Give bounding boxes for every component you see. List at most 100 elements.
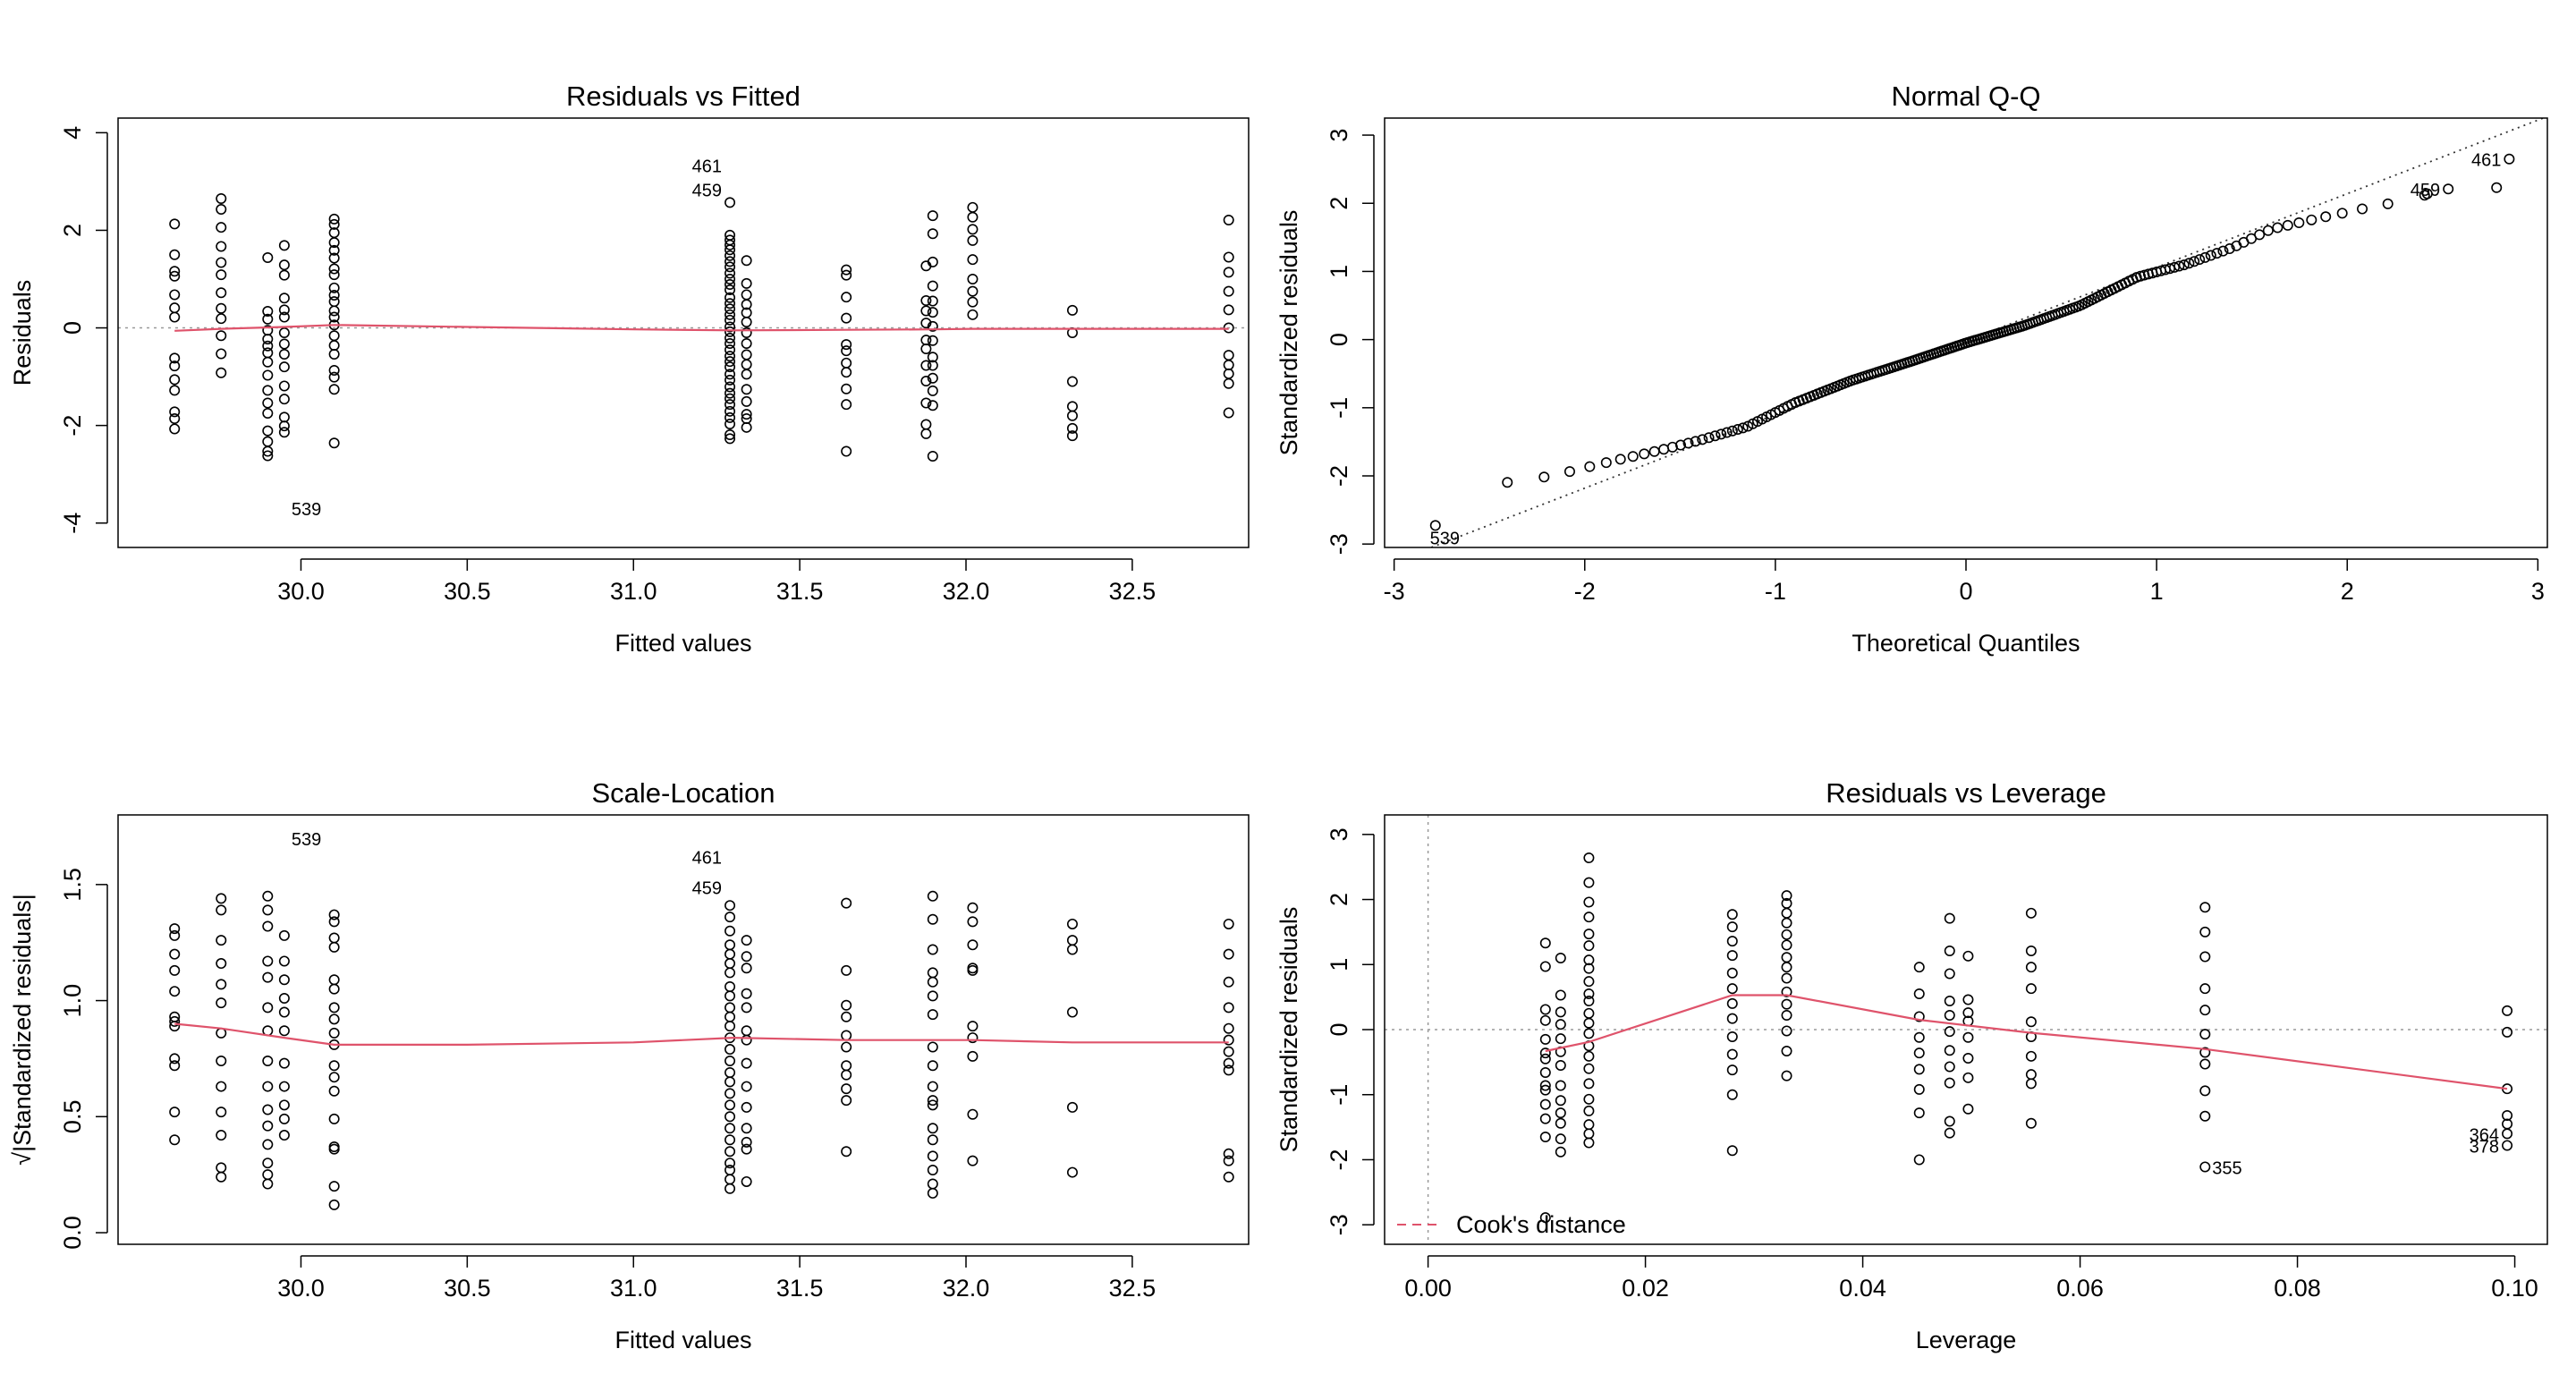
y-tick-label: 1 xyxy=(1326,958,1352,971)
data-point xyxy=(2169,261,2181,273)
data-point xyxy=(2217,245,2229,257)
data-point xyxy=(1555,1060,1566,1072)
data-point xyxy=(724,292,736,303)
data-point xyxy=(724,1134,736,1146)
smooth-line xyxy=(174,1022,1229,1046)
data-point xyxy=(216,222,227,233)
data-point xyxy=(1223,976,1234,988)
data-point xyxy=(328,437,340,449)
data-point xyxy=(1502,477,1513,488)
data-point xyxy=(1539,937,1551,949)
data-point xyxy=(927,1095,938,1107)
data-point xyxy=(1962,1053,1974,1064)
data-point xyxy=(1944,1115,1955,1127)
data-point xyxy=(2025,946,2037,957)
data-point xyxy=(1944,1061,1955,1073)
data-point xyxy=(1697,434,1708,445)
data-point xyxy=(2194,254,2206,266)
data-point xyxy=(216,257,227,268)
x-tick-label: 31.5 xyxy=(776,578,824,605)
data-point xyxy=(278,380,290,392)
data-point xyxy=(2199,251,2211,263)
data-point xyxy=(1690,436,1701,447)
data-point xyxy=(216,193,227,205)
data-point xyxy=(278,1081,290,1092)
data-point xyxy=(1944,996,1955,1007)
data-point xyxy=(2306,214,2318,225)
data-point xyxy=(278,992,290,1004)
y-tick-label: 1.0 xyxy=(59,984,86,1018)
data-point xyxy=(1223,1155,1234,1166)
data-point xyxy=(1539,1047,1551,1059)
data-point xyxy=(169,266,181,277)
y-tick-label: 0.0 xyxy=(59,1216,86,1250)
data-point xyxy=(1223,1046,1234,1057)
x-tick-label: 0.10 xyxy=(2491,1275,2538,1302)
data-point xyxy=(927,913,938,925)
data-point xyxy=(967,1155,979,1166)
data-point xyxy=(1726,997,1738,1009)
data-point xyxy=(724,244,736,256)
data-point xyxy=(1726,967,1738,979)
data-point xyxy=(169,1053,181,1064)
x-tick-label: 30.0 xyxy=(277,1275,325,1302)
y-axis: 0.0 0.5 1.0 1.5 xyxy=(59,868,108,1250)
data-point xyxy=(724,314,736,326)
data-point xyxy=(724,344,736,356)
data-point xyxy=(724,925,736,937)
data-point xyxy=(1726,425,1738,437)
data-point xyxy=(927,1134,938,1146)
data-point xyxy=(169,948,181,960)
data-point xyxy=(1066,1006,1078,1018)
data-point xyxy=(927,890,938,902)
data-point xyxy=(1539,961,1551,972)
data-point xyxy=(262,1081,274,1092)
data-point xyxy=(927,990,938,1002)
y-axis: -3 -2 -1 0 1 2 3 xyxy=(1326,827,1375,1235)
data-point xyxy=(927,1150,938,1162)
data-point xyxy=(262,397,274,409)
data-point xyxy=(262,904,274,916)
data-point xyxy=(1913,1047,1925,1059)
data-point xyxy=(724,418,736,429)
data-point xyxy=(2199,1005,2211,1016)
data-point xyxy=(1583,1063,1595,1074)
data-point xyxy=(278,293,290,304)
data-point xyxy=(1223,1057,1234,1069)
data-point xyxy=(1726,983,1738,995)
qq-reference-line xyxy=(1428,118,2546,547)
data-point xyxy=(1944,912,1955,924)
y-axis: -3 -2 -1 0 1 2 3 xyxy=(1326,129,1375,555)
data-point xyxy=(2178,259,2190,271)
data-point xyxy=(1737,422,1749,434)
data-point xyxy=(328,252,340,264)
data-point xyxy=(1066,1101,1078,1113)
data-point xyxy=(927,307,938,318)
point-label: 364 xyxy=(2470,1125,2499,1145)
data-point xyxy=(1726,1031,1738,1043)
data-point xyxy=(169,1060,181,1072)
data-point xyxy=(216,1081,227,1092)
data-point xyxy=(724,1056,736,1067)
data-point xyxy=(1726,1048,1738,1060)
y-tick-label: 1 xyxy=(1326,265,1352,278)
data-point xyxy=(262,334,274,345)
data-point xyxy=(967,309,979,320)
data-point xyxy=(1066,410,1078,421)
data-point xyxy=(262,971,274,983)
data-point xyxy=(2025,1016,2037,1028)
data-point xyxy=(1555,1133,1566,1145)
point-label: 459 xyxy=(692,182,722,201)
data-point xyxy=(1223,215,1234,226)
data-point xyxy=(1944,1077,1955,1089)
x-axis-label: Fitted values xyxy=(614,1327,751,1353)
data-point xyxy=(724,197,736,208)
y-tick-label: 0.5 xyxy=(59,1100,86,1134)
data-point xyxy=(1726,1089,1738,1100)
data-point xyxy=(278,338,290,350)
data-point xyxy=(724,267,736,279)
data-point xyxy=(1913,1107,1925,1119)
y-axis-label: Standardized residuals xyxy=(1275,210,1302,456)
